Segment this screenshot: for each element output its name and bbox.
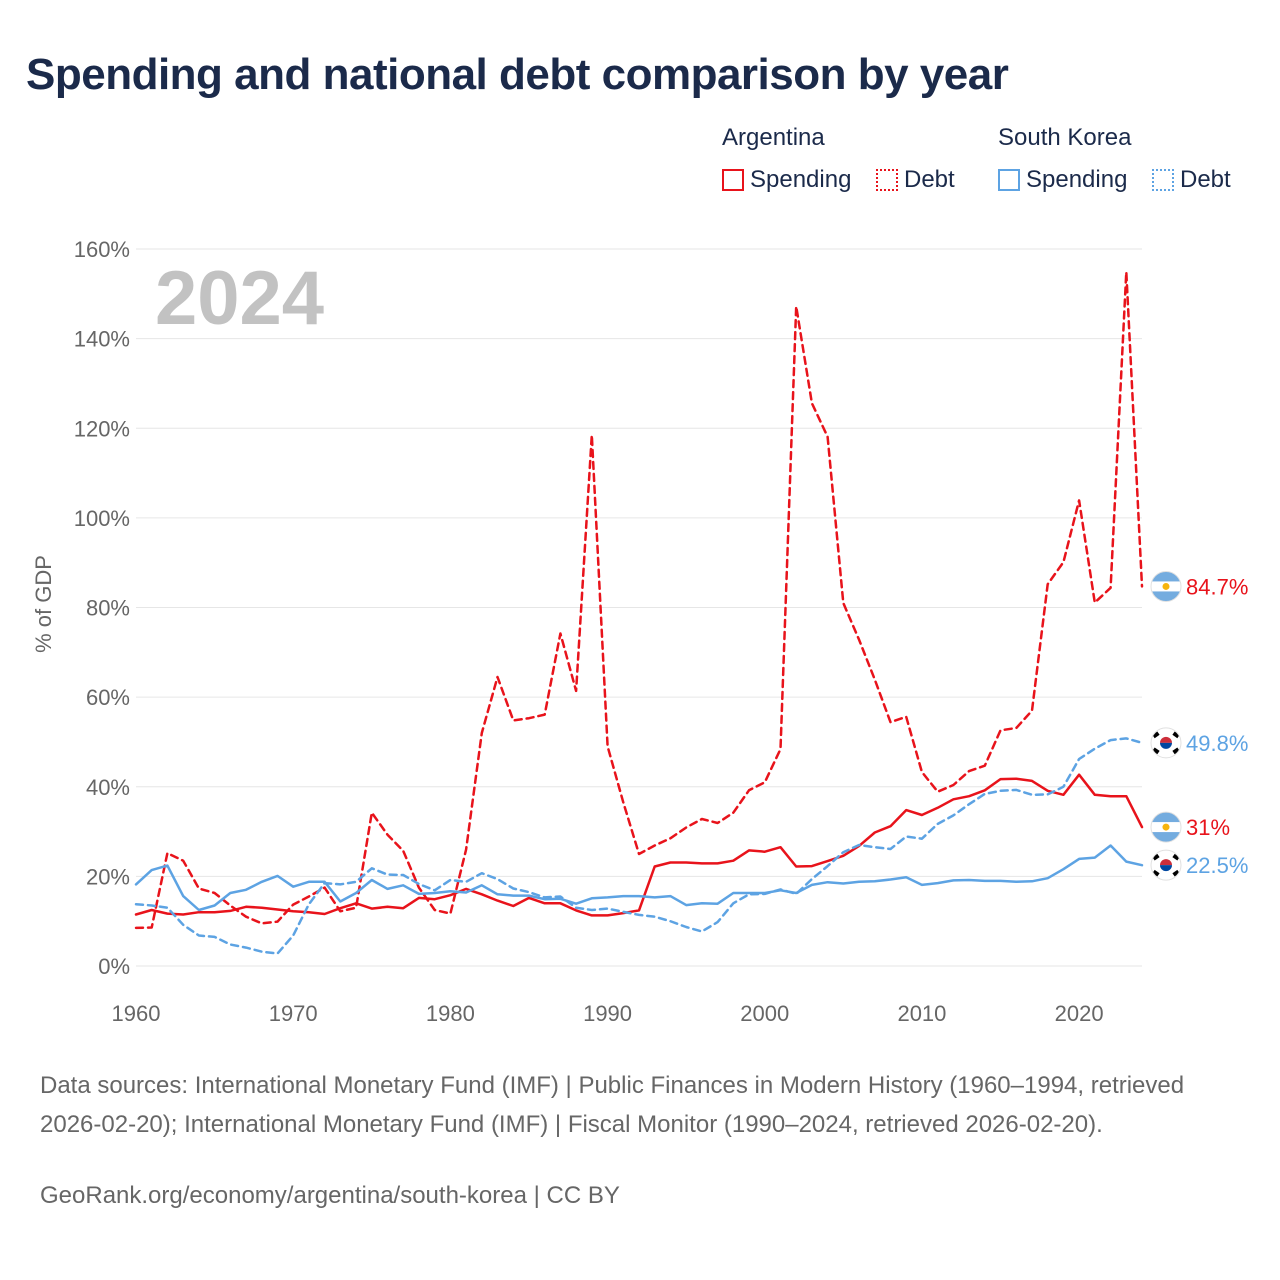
argentina-spending-line[interactable] <box>134 773 1144 917</box>
argentina-flag-icon <box>1150 811 1182 843</box>
y-tick-label: 40% <box>86 775 130 800</box>
x-tick-label: 1970 <box>269 1001 318 1026</box>
end-value-label: 49.8% <box>1186 731 1248 756</box>
legend-swatch-dotted-icon <box>1152 169 1174 191</box>
x-tick-label: 1960 <box>112 1001 161 1026</box>
argentina-flag-icon <box>1150 570 1182 602</box>
x-tick-label: 1990 <box>583 1001 632 1026</box>
end-value-label: 84.7% <box>1186 574 1248 599</box>
legend-argentina-spending[interactable]: Spending <box>722 166 851 194</box>
y-tick-label: 160% <box>74 237 130 262</box>
gridlines <box>136 248 1142 967</box>
credit-link[interactable]: GeoRank.org/economy/argentina/south-kore… <box>40 1182 620 1209</box>
data-sources: Data sources: International Monetary Fun… <box>40 1072 1185 1138</box>
y-tick-label: 140% <box>74 327 130 352</box>
end-value-label: 31% <box>1186 815 1230 840</box>
legend-label: Debt <box>904 166 955 193</box>
x-tick-label: 2010 <box>897 1001 946 1026</box>
y-axis-ticks: 0% 20% 40% 60% 80% 100% 120% 140% 160% <box>74 237 130 979</box>
y-axis-label: % of GDP <box>31 555 56 653</box>
legend-south-korea-debt[interactable]: Debt <box>1152 166 1231 194</box>
y-tick-label: 120% <box>74 416 130 441</box>
legend-south-korea-spending[interactable]: Spending <box>998 166 1127 194</box>
argentina-debt-line[interactable] <box>134 270 1144 930</box>
y-tick-label: 80% <box>86 596 130 621</box>
legend-argentina-debt[interactable]: Debt <box>876 166 955 194</box>
x-axis-ticks: 1960 1970 1980 1990 2000 2010 2020 <box>112 1001 1104 1026</box>
y-tick-label: 60% <box>86 685 130 710</box>
x-tick-label: 2020 <box>1055 1001 1104 1026</box>
x-tick-label: 2000 <box>740 1001 789 1026</box>
series-lines <box>134 270 1144 955</box>
legend-swatch-solid-icon <box>722 169 744 191</box>
end-labels: 84.7% 49.8% 31% 22.5% <box>1150 570 1248 881</box>
legend-swatch-solid-icon <box>998 169 1020 191</box>
year-watermark: 2024 <box>155 256 324 341</box>
legend-argentina-title: Argentina <box>722 124 825 151</box>
legend-label: Debt <box>1180 166 1231 193</box>
legend-label: Spending <box>1026 166 1128 193</box>
legend-label: Spending <box>750 166 852 193</box>
south-korea-flag-icon <box>1150 727 1182 759</box>
south-korea-spending-line[interactable] <box>134 844 1144 912</box>
legend-swatch-dotted-icon <box>876 169 898 191</box>
south-korea-flag-icon <box>1150 849 1182 881</box>
x-tick-label: 1980 <box>426 1001 475 1026</box>
south-korea-debt-line[interactable] <box>134 737 1144 955</box>
line-chart: 0%20%40%60%80%100%120%140%160% 1960 1970 1… <box>31 237 1248 1026</box>
legend-south-korea-title: South Korea <box>998 124 1132 151</box>
y-tick-label: 100% <box>74 506 130 531</box>
y-tick-label: 20% <box>86 864 130 889</box>
chart-title: Spending and national debt comparison by… <box>26 50 1009 99</box>
end-value-label: 22.5% <box>1186 853 1248 878</box>
y-tick-label: 0% <box>98 954 130 979</box>
